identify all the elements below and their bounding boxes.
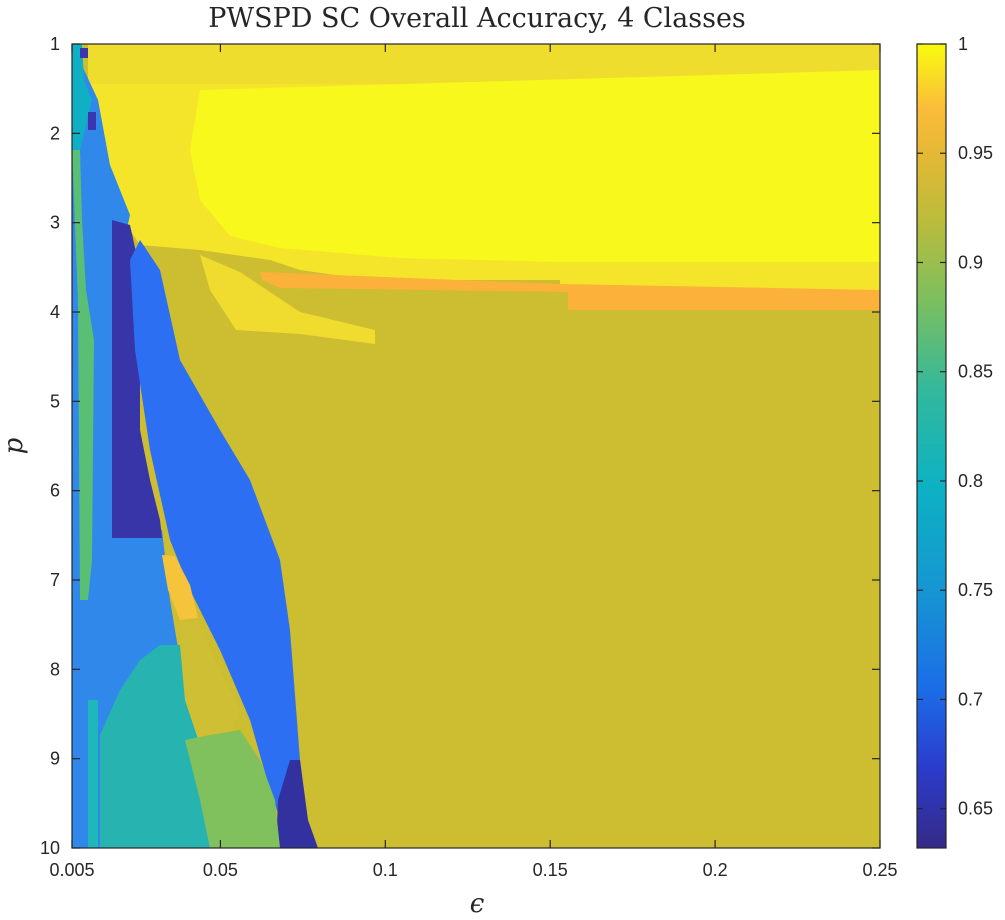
x-tick-label: 0.15 [533, 860, 568, 880]
colorbar-tick-label: 0.8 [958, 471, 983, 491]
heatmap-left-teal-strip-region [88, 700, 98, 848]
y-tick-label: 10 [40, 838, 60, 858]
y-tick-label: 6 [50, 481, 60, 501]
heatmap-dark-edge-cell [88, 112, 96, 130]
y-tick-label: 3 [50, 213, 60, 233]
heatmap-dark-corner-cell [80, 48, 88, 58]
heatmap-green-wedge-region [185, 730, 280, 848]
plot-frame [71, 43, 881, 849]
heatmap-dark-lower-region [276, 760, 318, 848]
heatmap-diagonal-blue-region [130, 240, 310, 848]
heatmap-dark-band-region [112, 220, 162, 538]
heatmap-teal-edge-region [72, 44, 92, 150]
x-tick-label: 0.1 [373, 860, 398, 880]
colorbar-tick-label: 0.75 [958, 580, 993, 600]
x-axis-label: ϵ [470, 889, 485, 919]
heatmap-left-blue-region [72, 44, 185, 848]
heatmap-bright-band-region [190, 70, 880, 262]
y-tick-label: 1 [50, 34, 60, 54]
y-tick-label: 8 [50, 659, 60, 679]
x-tick-label: 0.25 [862, 860, 897, 880]
y-axis-label: p [0, 437, 29, 454]
x-tick-label: 0.005 [49, 860, 94, 880]
y-axis-ticks: 1 2 3 4 5 6 7 8 9 10 [40, 34, 880, 858]
heatmap-wedge-tail-region [200, 255, 375, 344]
y-tick-label: 2 [50, 123, 60, 143]
x-tick-label: 0.05 [203, 860, 238, 880]
colorbar-tick-label: 0.65 [958, 799, 993, 819]
y-tick-label: 4 [50, 302, 60, 322]
heatmap-orange-band-region [260, 272, 880, 310]
colorbar-tick-label: 0.95 [958, 143, 993, 163]
heatmap-teal-region [100, 645, 210, 848]
y-tick-label: 5 [50, 391, 60, 411]
y-tick-label: 9 [50, 749, 60, 769]
heatmap-mustard-patch-region [180, 620, 240, 740]
colorbar-tick-label: 0.9 [958, 252, 983, 272]
x-axis-ticks: 0.005 0.05 0.1 0.15 0.2 0.25 [49, 44, 898, 880]
heatmap-green-edge-region [72, 150, 94, 600]
colorbar-tick-label: 1 [958, 34, 968, 54]
chart-title: PWSPD SC Overall Accuracy, 4 Classes [208, 3, 746, 34]
colorbar-tick-label: 0.7 [958, 689, 983, 709]
heatmap-plot-area [72, 44, 880, 848]
heatmap-yellow-patch-region [162, 555, 198, 620]
x-tick-label: 0.2 [703, 860, 728, 880]
colorbar [916, 43, 947, 849]
colorbar-ticks: 0.65 0.7 0.75 0.8 0.85 0.9 0.95 1 [917, 34, 993, 819]
y-tick-label: 7 [50, 570, 60, 590]
colorbar-tick-label: 0.85 [958, 362, 993, 382]
